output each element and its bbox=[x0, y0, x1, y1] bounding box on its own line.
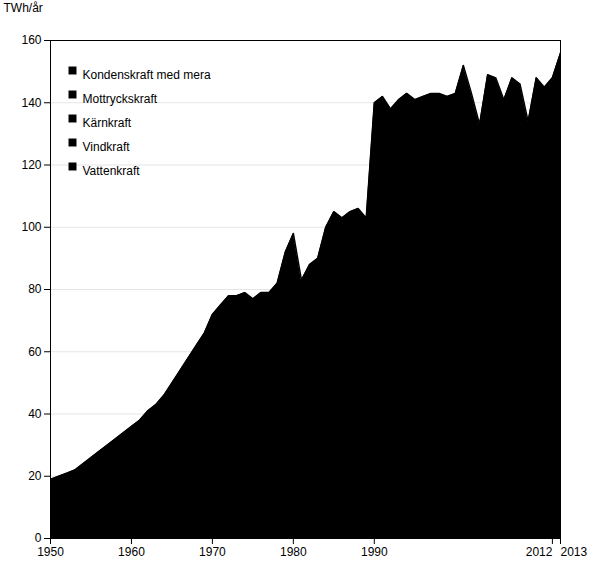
svg-text:140: 140 bbox=[21, 96, 41, 110]
svg-text:1970: 1970 bbox=[199, 545, 226, 559]
svg-text:2012: 2012 bbox=[526, 545, 553, 559]
svg-text:80: 80 bbox=[28, 282, 42, 296]
svg-text:40: 40 bbox=[28, 407, 42, 421]
svg-text:1960: 1960 bbox=[118, 545, 145, 559]
svg-text:Vindkraft: Vindkraft bbox=[83, 140, 131, 154]
svg-text:160: 160 bbox=[21, 33, 41, 47]
svg-text:Vattenkraft: Vattenkraft bbox=[83, 164, 141, 178]
svg-text:Kärnkraft: Kärnkraft bbox=[83, 116, 132, 130]
svg-text:0: 0 bbox=[35, 531, 42, 545]
svg-text:120: 120 bbox=[21, 158, 41, 172]
svg-text:1950: 1950 bbox=[37, 545, 64, 559]
svg-text:1990: 1990 bbox=[361, 545, 388, 559]
svg-text:60: 60 bbox=[28, 345, 42, 359]
svg-text:1980: 1980 bbox=[280, 545, 307, 559]
svg-text:Kondenskraft med mera: Kondenskraft med mera bbox=[83, 68, 211, 82]
svg-text:TWh/år: TWh/år bbox=[4, 1, 43, 15]
svg-text:20: 20 bbox=[28, 469, 42, 483]
svg-text:2013: 2013 bbox=[561, 545, 588, 559]
svg-text:100: 100 bbox=[21, 220, 41, 234]
svg-text:Mottryckskraft: Mottryckskraft bbox=[83, 92, 158, 106]
